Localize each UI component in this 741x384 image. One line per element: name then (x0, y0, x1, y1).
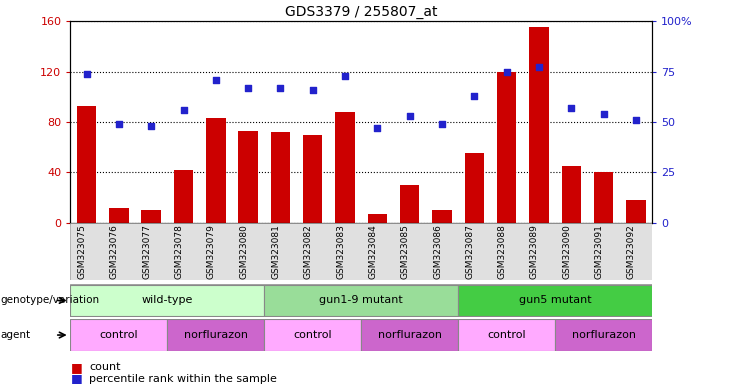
Point (598, 111, 610, 117)
Text: gun1-9 mutant: gun1-9 mutant (319, 295, 403, 306)
Text: percentile rank within the sample: percentile rank within the sample (89, 374, 277, 384)
Text: GSM323076: GSM323076 (110, 224, 119, 279)
Bar (458, 285, 652, 316)
Point (178, 107, 190, 113)
Text: gun5 mutant: gun5 mutant (519, 295, 591, 306)
Bar (70, 319, 167, 351)
Point (630, 117, 642, 123)
Bar (400, 185, 419, 223)
Text: norflurazon: norflurazon (378, 330, 442, 340)
Bar (167, 319, 265, 351)
Text: ■: ■ (70, 372, 82, 384)
Point (113, 121, 124, 127)
Point (339, 73, 351, 79)
Point (210, 76, 222, 83)
Text: count: count (89, 362, 121, 372)
Bar (109, 208, 128, 223)
Text: norflurazon: norflurazon (571, 330, 636, 340)
Point (404, 113, 416, 119)
Text: control: control (488, 330, 526, 340)
Point (436, 121, 448, 127)
Text: GSM323078: GSM323078 (174, 224, 184, 279)
Text: GSM323084: GSM323084 (368, 224, 377, 279)
Text: ■: ■ (70, 361, 82, 374)
Point (242, 84, 254, 91)
Bar (626, 200, 645, 223)
Text: GSM323082: GSM323082 (304, 224, 313, 279)
Point (307, 87, 319, 93)
Bar (174, 170, 193, 223)
Point (533, 65, 545, 71)
Bar (594, 172, 614, 223)
Bar (458, 319, 555, 351)
Text: GSM323083: GSM323083 (336, 224, 345, 279)
Bar (70, 285, 265, 316)
Text: GSM323090: GSM323090 (562, 224, 571, 279)
Text: GSM323087: GSM323087 (465, 224, 474, 279)
Text: GSM323092: GSM323092 (627, 224, 636, 279)
Point (371, 125, 383, 131)
Bar (206, 118, 225, 223)
Point (501, 68, 513, 74)
Bar (432, 210, 452, 223)
Bar (497, 71, 516, 223)
Point (274, 84, 286, 91)
Bar (265, 285, 458, 316)
Bar (368, 214, 387, 223)
Point (145, 123, 157, 129)
Point (468, 93, 480, 99)
Text: genotype/variation: genotype/variation (1, 295, 100, 306)
Text: GSM323081: GSM323081 (271, 224, 280, 279)
Text: GSM323089: GSM323089 (530, 224, 539, 279)
Bar (529, 27, 548, 223)
Bar (77, 106, 96, 223)
Text: GSM323079: GSM323079 (207, 224, 216, 279)
Bar (265, 319, 362, 351)
Bar (142, 210, 161, 223)
Point (565, 105, 577, 111)
Text: norflurazon: norflurazon (184, 330, 247, 340)
Bar (362, 319, 458, 351)
Bar (555, 319, 652, 351)
Title: GDS3379 / 255807_at: GDS3379 / 255807_at (285, 5, 437, 19)
Text: GSM323091: GSM323091 (594, 224, 604, 279)
Text: GSM323088: GSM323088 (498, 224, 507, 279)
Text: wild-type: wild-type (142, 295, 193, 306)
Bar (239, 131, 258, 223)
Text: control: control (99, 330, 138, 340)
Bar (465, 154, 484, 223)
Bar (336, 112, 355, 223)
Text: GSM323075: GSM323075 (78, 224, 87, 279)
Text: GSM323080: GSM323080 (239, 224, 248, 279)
Text: control: control (293, 330, 332, 340)
Bar (303, 134, 322, 223)
Text: GSM323085: GSM323085 (401, 224, 410, 279)
Bar (562, 166, 581, 223)
Bar (270, 132, 290, 223)
Text: GSM323077: GSM323077 (142, 224, 151, 279)
Text: GSM323086: GSM323086 (433, 224, 442, 279)
Text: agent: agent (1, 330, 31, 340)
Point (81, 71, 93, 77)
